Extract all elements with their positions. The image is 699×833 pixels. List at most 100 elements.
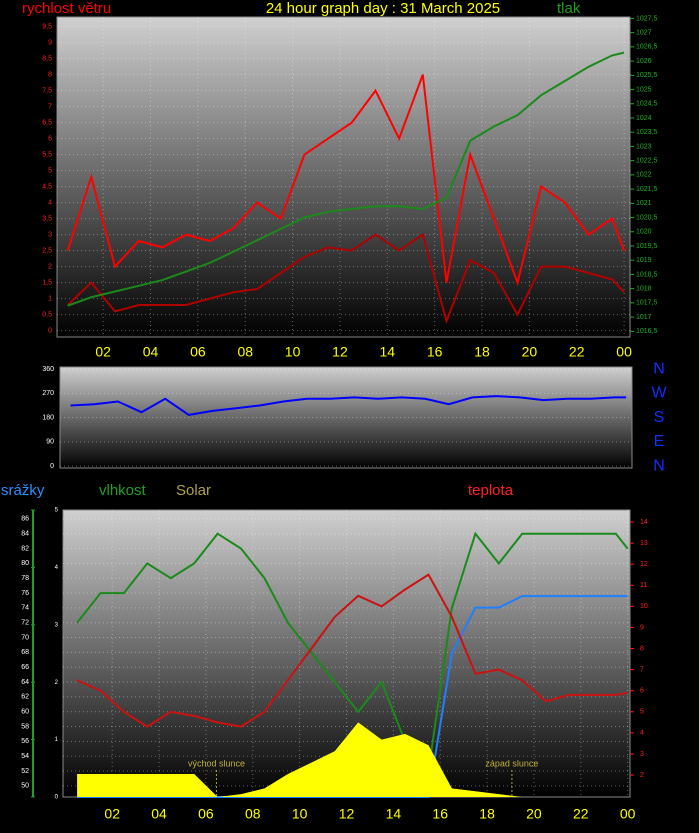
y-tick-label: 68 <box>21 649 29 656</box>
y-tick-label: 66 <box>21 664 29 671</box>
y2-tick-label: 1019,5 <box>636 243 658 250</box>
x-tick-label: 14 <box>380 344 396 360</box>
y-tick-label: 5,5 <box>42 151 52 158</box>
y2-tick-label: 1025,5 <box>636 72 658 79</box>
y-tick-label: 72 <box>21 620 29 627</box>
x-tick-label: 12 <box>332 344 348 360</box>
y-tick-label: 1,5 <box>42 279 52 286</box>
y2-tick-label: 11 <box>640 582 647 589</box>
y2-tick-label: 1027,5 <box>636 15 658 22</box>
y-tick-label: 3,5 <box>42 215 52 222</box>
y-tick-label: 86 <box>21 516 29 523</box>
y-tick-label: 90 <box>46 439 54 446</box>
area <box>77 722 628 797</box>
x-tick-label: 10 <box>292 806 308 822</box>
y2-tick-label: 14 <box>640 519 648 526</box>
series-label: Solar <box>176 482 211 499</box>
y-tick-label: 56 <box>21 738 29 745</box>
y-tick-label: 180 <box>42 414 54 421</box>
y-tick-label: 7,5 <box>42 87 52 94</box>
y2-tick-label: 1027 <box>636 29 652 36</box>
x-tick-label: 22 <box>573 806 589 822</box>
x-tick-label: 12 <box>339 806 355 822</box>
y2-tick-label: 1024,5 <box>636 101 658 108</box>
y-tick-label: 4,5 <box>42 183 52 190</box>
y-tick-label: 58 <box>21 723 29 730</box>
y2-tick-label: 1021 <box>636 200 652 207</box>
compass-label: E <box>654 433 665 450</box>
y2-tick-label: 1025 <box>636 86 652 93</box>
x-tick-label: 04 <box>143 344 159 360</box>
y2-tick-label: 5 <box>640 709 644 716</box>
y-tick-label: 4 <box>48 199 52 206</box>
y-tick-label: 9,5 <box>42 23 52 30</box>
x-tick-label: 06 <box>198 806 214 822</box>
y-tick-label: 0 <box>48 327 52 334</box>
x-tick-label: 14 <box>386 806 402 822</box>
y2-tick-label: 1019 <box>636 257 652 264</box>
x-tick-label: 08 <box>245 806 261 822</box>
compass-label: N <box>653 457 665 474</box>
y-tick-label: 84 <box>21 531 29 538</box>
y2-tick-label: 2 <box>640 772 644 779</box>
x-tick-label: 02 <box>95 344 111 360</box>
line <box>70 395 627 416</box>
x-tick-label: 16 <box>432 806 448 822</box>
x-tick-label: 20 <box>522 344 538 360</box>
line <box>66 74 626 287</box>
y-tick-label: 8 <box>48 71 52 78</box>
y2-tick-label: 1016,5 <box>636 328 658 335</box>
y2-tick-label: 13 <box>640 540 648 547</box>
series-label: rychlost větru <box>22 0 111 17</box>
y-tick-label: 64 <box>21 679 29 686</box>
x-tick-label: 22 <box>569 344 585 360</box>
y-tick-label: 0,5 <box>42 311 52 318</box>
y-tick-label: 6,5 <box>42 119 52 126</box>
y-tick-label: 0 <box>50 463 54 470</box>
y-tick-label: 360 <box>42 366 54 373</box>
y-tick-label: 54 <box>21 753 29 760</box>
y3-tick-label: 0 <box>55 795 59 801</box>
y2-tick-label: 1022 <box>636 172 652 179</box>
y2-tick-label: 12 <box>640 561 648 568</box>
x-tick-label: 16 <box>427 344 443 360</box>
plot-area <box>56 16 631 338</box>
y2-tick-label: 1020 <box>636 229 652 236</box>
series-label: tlak <box>557 0 581 17</box>
y2-tick-label: 1022,5 <box>636 157 658 164</box>
y-tick-label: 270 <box>42 390 54 397</box>
y-tick-label: 52 <box>21 768 29 775</box>
y2-tick-label: 1024 <box>636 115 652 122</box>
y-tick-label: 80 <box>21 560 29 567</box>
series-label: vlhkost <box>99 482 147 499</box>
line <box>76 573 628 728</box>
line <box>67 232 625 325</box>
y2-tick-label: 9 <box>640 624 644 631</box>
x-tick-label: 08 <box>237 344 253 360</box>
x-tick-label: 06 <box>190 344 206 360</box>
x-tick-label: 02 <box>104 806 120 822</box>
y3-tick-label: 4 <box>55 565 59 571</box>
y-tick-label: 8,5 <box>42 55 52 62</box>
y-tick-label: 62 <box>21 694 29 701</box>
x-tick-label: 00 <box>616 344 632 360</box>
y2-tick-label: 1017,5 <box>636 300 658 307</box>
y-tick-label: 60 <box>21 709 29 716</box>
series-label: srážky <box>1 482 45 499</box>
annotation: západ slunce <box>485 758 538 768</box>
y2-tick-label: 7 <box>640 666 644 673</box>
y-tick-label: 2 <box>48 263 52 270</box>
plot-area <box>59 366 633 469</box>
y-tick-label: 70 <box>21 634 29 641</box>
series-label: teplota <box>468 482 514 499</box>
line <box>67 51 625 307</box>
y2-tick-label: 6 <box>640 688 644 695</box>
y2-tick-label: 1017 <box>636 314 652 321</box>
compass-label: N <box>653 360 665 377</box>
y-tick-label: 76 <box>21 590 29 597</box>
y-tick-label: 3 <box>48 231 52 238</box>
y2-tick-label: 1026 <box>636 58 652 65</box>
y3-tick-label: 1 <box>55 737 59 743</box>
